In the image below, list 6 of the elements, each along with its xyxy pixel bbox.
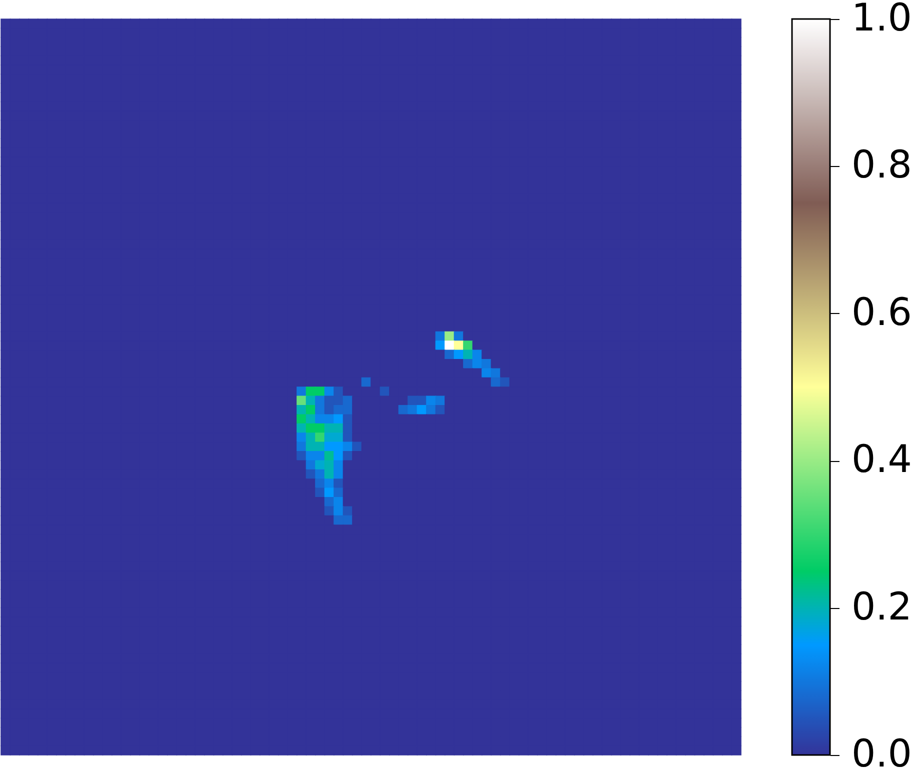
- color-bar-label: 0.0: [852, 732, 912, 775]
- color-bar-label: 0.2: [852, 584, 912, 628]
- color-bar-label: 0.6: [852, 290, 912, 334]
- color-bar-label: 0.4: [852, 437, 912, 482]
- color-bar-label: 0.8: [852, 142, 912, 187]
- color-bar-label: 1.0: [852, 0, 912, 40]
